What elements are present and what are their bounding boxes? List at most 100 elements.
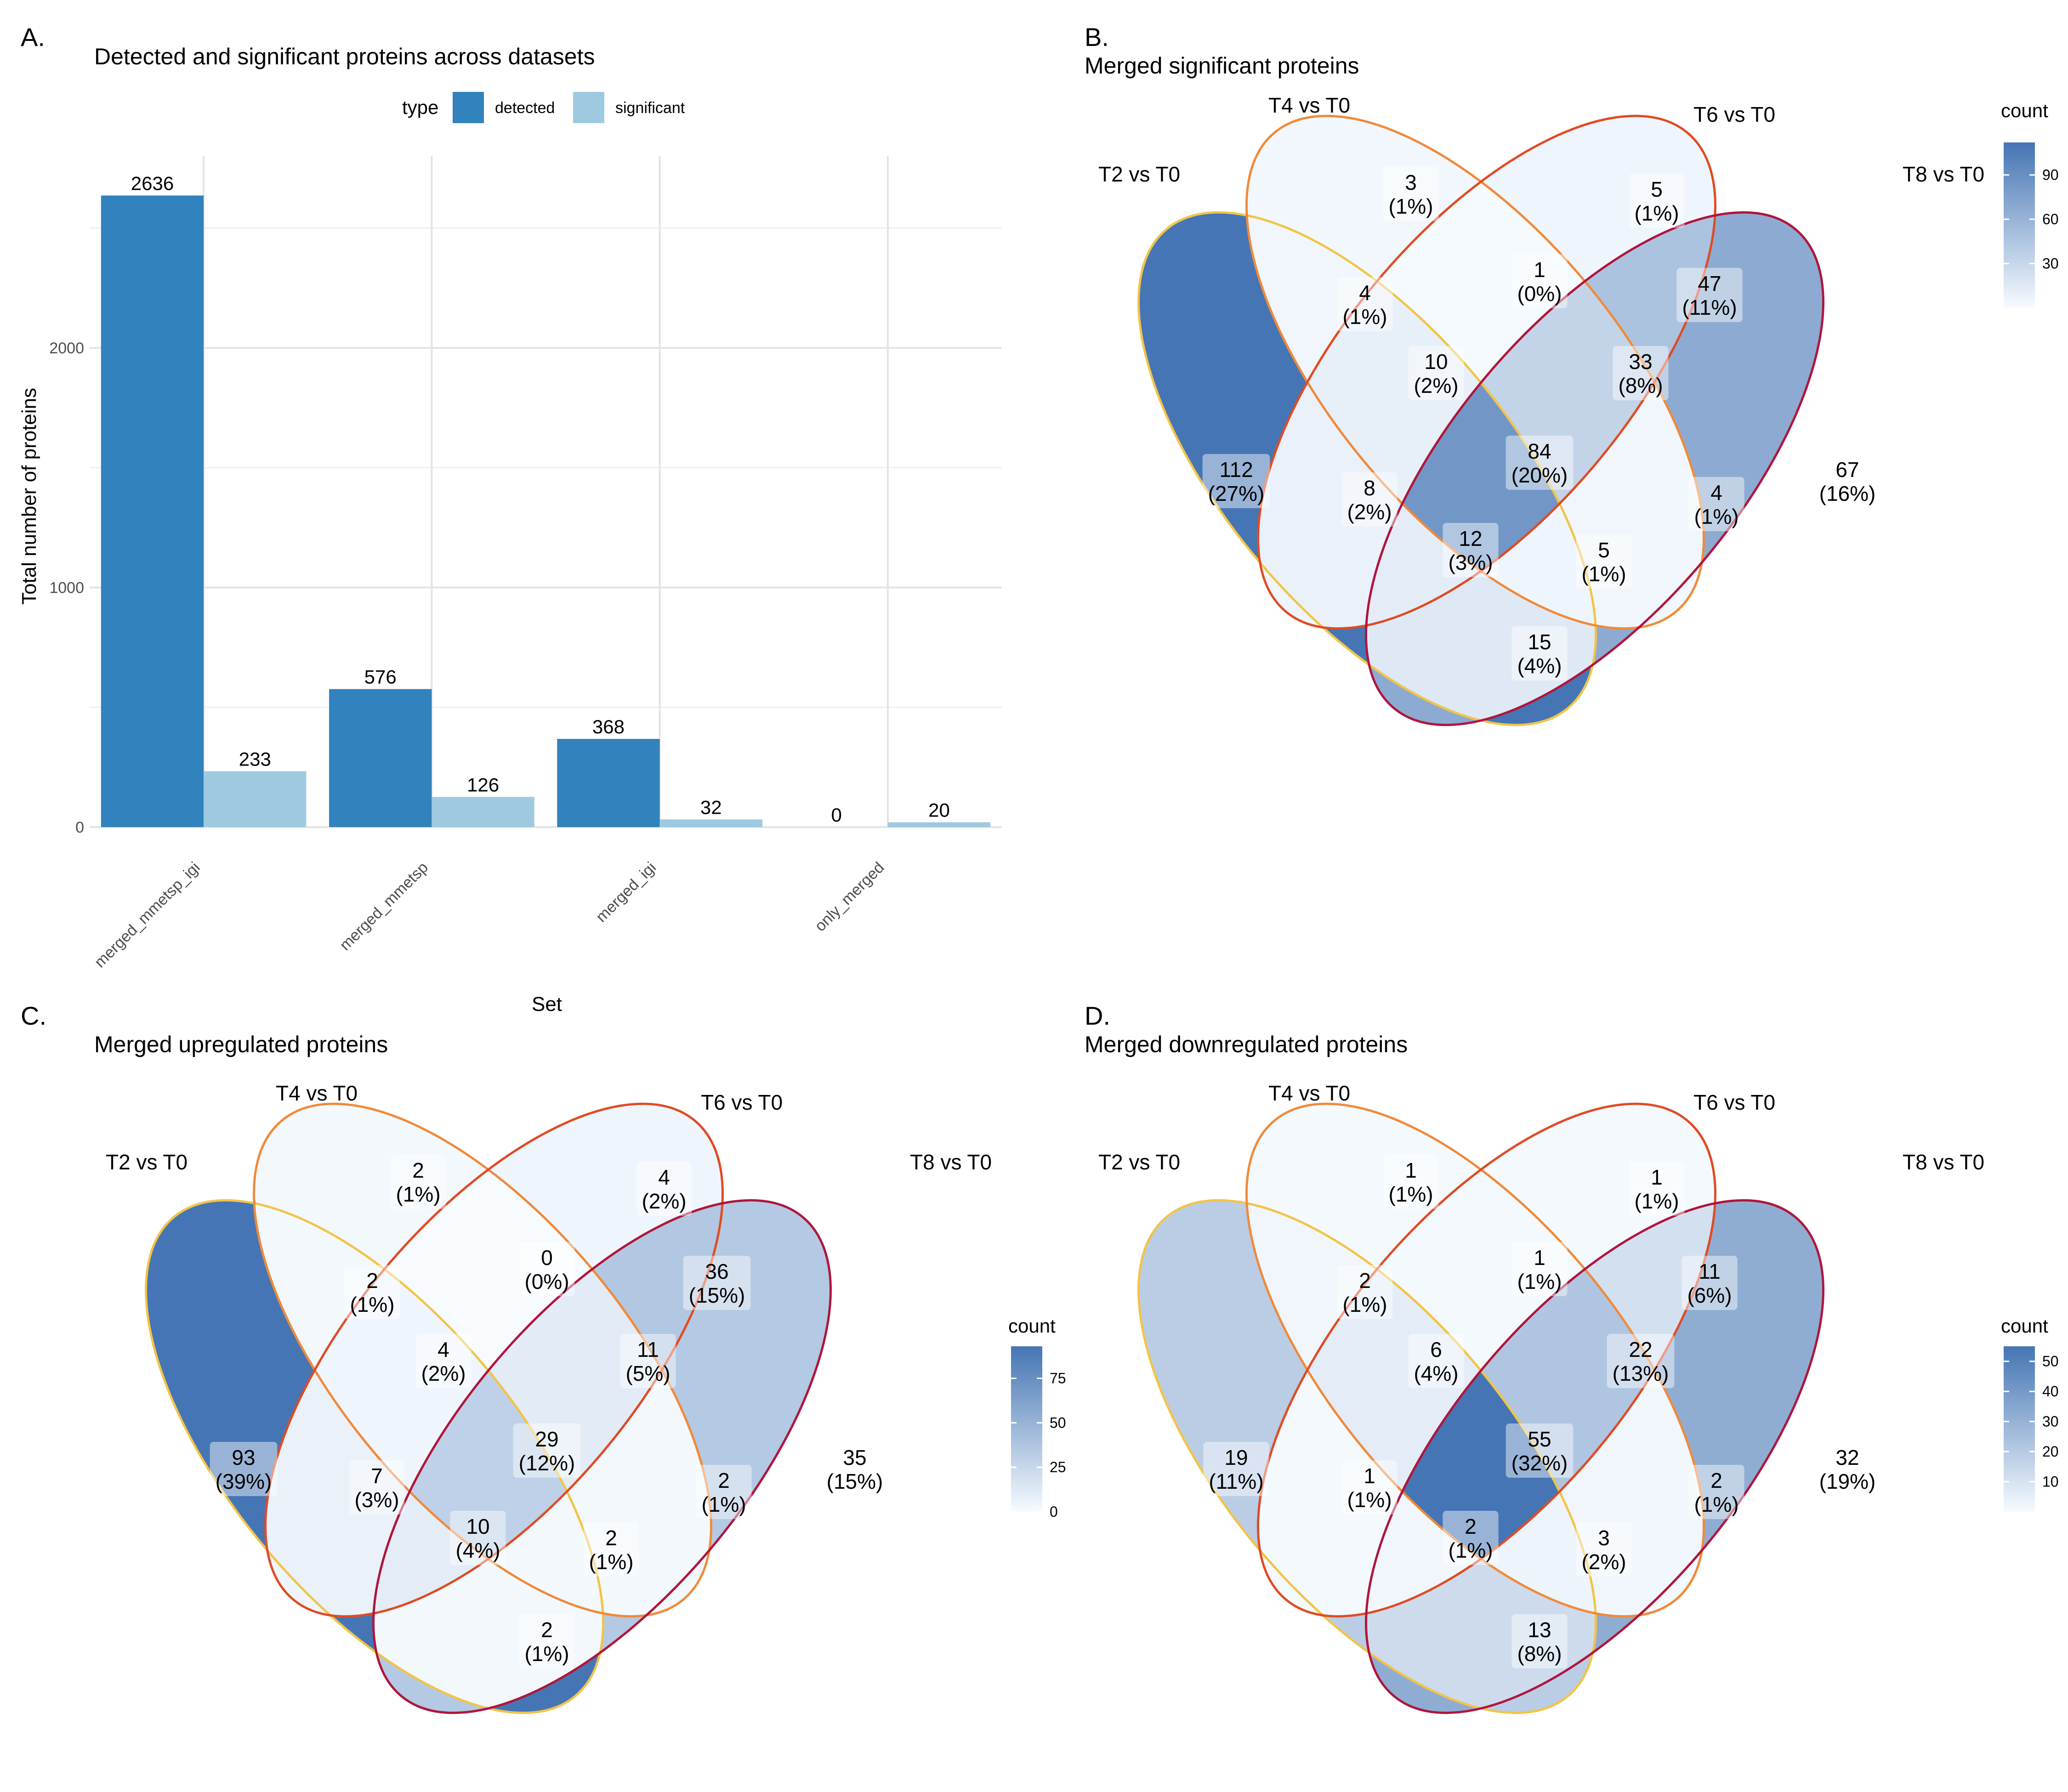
venn-region-label: 10(4%) [450,1511,506,1565]
x-tick-label: merged_igi [592,859,659,926]
venn-outline-t8-vs-t0 [1365,211,1824,726]
venn-label-box [683,1256,751,1310]
venn-label-box [1341,472,1398,527]
colorbar-gradient [2004,142,2035,308]
bar-chart-value-labels: 2636 233 576 126 368 32 0 20 [131,173,950,826]
venn-region-label: 10(2%) [1408,346,1464,400]
venn-region-label: 93(39%) [210,1442,278,1496]
venn-panel-significant: B. Merged significant proteins T2 vs T0 T… [1057,23,2059,800]
venn-region-count: 2 [605,1526,617,1550]
venn-region-percent: (1%) [701,1492,746,1516]
venn-set-label-t2-vs-t0: T2 vs T0 [1098,1150,1180,1174]
venn-region-count: 10 [1424,350,1448,374]
bar-chart-bars [101,195,991,827]
venn-region-count: 12 [1459,527,1482,550]
venn-region-percent: (20%) [1511,463,1568,487]
venn-label-box [1203,1442,1269,1496]
venn-region-count: 67 [1835,458,1859,482]
venn-label-box [1341,1460,1398,1514]
venn-region-count: 5 [1651,177,1663,201]
venn-region-count: 93 [232,1446,255,1469]
bar-value-label: 126 [467,774,499,795]
bar-chart-gridlines [90,156,1002,828]
x-tick-label: only_merged [812,859,888,935]
venn-region-count: 35 [843,1446,866,1469]
venn-region-percent: (2%) [1414,374,1458,397]
venn-region-label: 4(1%) [1688,477,1744,531]
venn-region-label: 3(1%) [1383,167,1439,221]
venn-set-label-t8-vs-t0: T8 vs T0 [910,1150,992,1174]
venn-colorbar: count 75 50 25 0 [1008,1315,1066,1520]
venn-region-label: 2(1%) [1443,1511,1499,1565]
venn-outline-t8-vs-t0 [1365,1199,1824,1714]
venn-outline-t2-vs-t0 [1137,1199,1597,1714]
venn-set-label-t6-vs-t0: T6 vs T0 [701,1090,783,1114]
venn-region-count: 112 [1219,458,1253,482]
venn-label-box [344,1265,400,1319]
colorbar-gradient [2004,1346,2035,1512]
venn-label-box [636,1162,692,1216]
venn-region-label: 35(15%) [821,1442,889,1496]
colorbar-title: count [2001,1315,2048,1337]
venn-outlines [1137,1102,1824,1714]
venn-label-box [1511,254,1568,308]
venn-region-label: 11(6%) [1682,1256,1738,1310]
venn-region-label: 19(11%) [1203,1442,1269,1496]
venn-label-box [415,1334,472,1388]
venn-title-downregulated: Merged downregulated proteins [1085,1032,1408,1057]
venn-region-count: 29 [535,1427,558,1451]
venn-region-count: 36 [705,1259,728,1283]
colorbar-tick-label: 0 [1050,1503,1058,1520]
venn-region-count: 2 [718,1469,730,1492]
venn-region-percent: (1%) [1634,201,1679,225]
venn-region-label: 22(13%) [1607,1334,1675,1388]
venn-label-box [1629,174,1685,228]
venn-region-label: 2(1%) [519,1614,575,1668]
venn-region-fills [1057,41,1905,800]
venn-region-label: 1(1%) [1629,1162,1685,1216]
venn-label-box [513,1423,581,1478]
venn-label-box [1511,626,1568,681]
venn-region-percent: (2%) [1347,500,1392,524]
venn-region-count: 2 [1465,1514,1477,1538]
venn-region-percent: (19%) [1819,1469,1876,1493]
venn-region-percent: (4%) [1414,1361,1458,1385]
colorbar-tick-label: 10 [2042,1474,2059,1490]
venn-region-label: 4(2%) [415,1334,472,1388]
venn-region-count: 2 [541,1618,553,1642]
y-tick-label: 1000 [49,579,84,597]
venn-region-percent: (1%) [1517,1270,1562,1293]
x-tick-label: merged_mmetsp_igi [91,859,204,971]
y-tick-label: 0 [75,819,84,836]
venn-label-box [1337,1265,1393,1319]
venn-region-label: 55(32%) [1506,1423,1574,1478]
venn-region-label: 11(5%) [620,1334,676,1388]
venn-label-box [519,1614,575,1668]
venn-region-percent: (1%) [1694,1492,1738,1516]
venn-region-percent: (2%) [1581,1550,1626,1574]
venn-region-label: 12(3%) [1443,523,1499,577]
venn-outlines [1137,114,1824,726]
venn-region-percent: (5%) [625,1361,670,1385]
venn-label-box [1337,277,1393,331]
venn-region-label: 84(20%) [1506,436,1574,490]
venn-region-percent: (16%) [1819,482,1876,505]
venn-set-label-t4-vs-t0: T4 vs T0 [276,1081,358,1105]
colorbar-tick-label: 20 [2042,1443,2059,1460]
venn-region-percent: (11%) [1682,295,1737,319]
venn-region-label: 36(15%) [683,1256,751,1310]
venn-panel-downregulated: D. Merged downregulated proteins T2 vs T… [1057,1001,2059,1788]
venn-region-label: 0(0%) [519,1242,575,1296]
venn-region-label: 8(2%) [1341,472,1398,527]
venn-region-count: 8 [1364,476,1375,500]
venn-region-percent: (1%) [350,1293,394,1316]
bar-detected-merged-igi [557,739,660,827]
venn-region-count: 11 [637,1338,659,1361]
venn-label-box [390,1155,446,1209]
venn-region-label: 1(1%) [1511,1242,1568,1296]
venn-region-percent: (1%) [524,1642,569,1666]
venn-region-label: 67(16%) [1813,454,1881,508]
x-tick-label: merged_mmetsp [336,859,432,954]
venn-outline-t6-vs-t0 [1257,1102,1716,1618]
bar-detected-merged-mmetsp [329,689,432,827]
